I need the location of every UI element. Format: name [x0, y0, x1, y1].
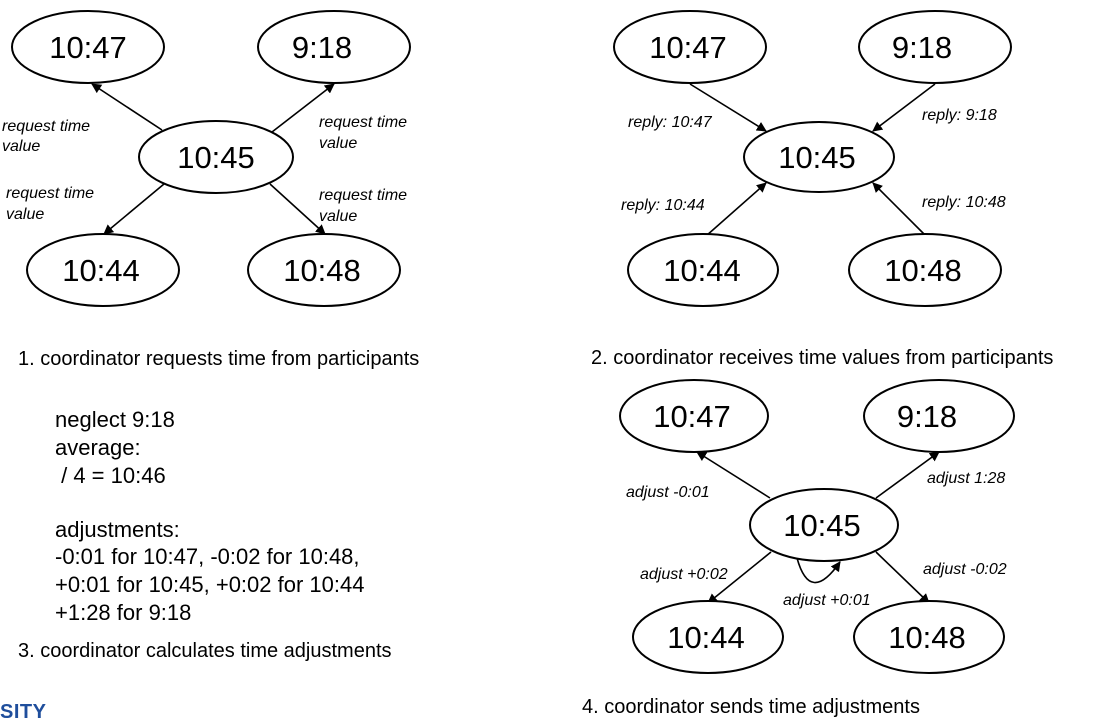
p4-arrow-to-top-left — [696, 451, 771, 499]
p1-label-top-right-l2: value — [319, 135, 357, 152]
p2-node-top-left: 10:47 — [613, 10, 767, 84]
svg-text:10:45: 10:45 — [783, 508, 861, 543]
svg-text:10:47: 10:47 — [653, 399, 731, 434]
p2-label-bottom-right: reply: 10:48 — [922, 194, 1006, 211]
p4-edge-labels: adjust -0:01 adjust 1:28 adjust +0:02 ad… — [626, 470, 1007, 609]
svg-text:10:45: 10:45 — [778, 140, 856, 175]
calc-adjust-line-3: +1:28 for 9:18 — [55, 600, 192, 625]
p1-label-top-right-l1: request time — [319, 114, 407, 131]
panel-2: 10:47 9:18 10:45 10:44 10:48 reply: 10:4… — [613, 10, 1012, 307]
p1-edge-labels: request time value request time value re… — [2, 114, 407, 225]
p4-label-bottom-right: adjust -0:02 — [923, 561, 1007, 578]
calc-adjust-line-1: -0:01 for 10:47, -0:02 for 10:48, — [55, 544, 360, 569]
p4-self-loop-arrow — [796, 557, 841, 584]
svg-text:10:44: 10:44 — [663, 253, 741, 288]
calc-adjustments-label: adjustments: — [55, 517, 180, 542]
p4-node-top-right: 9:18 — [863, 379, 1015, 453]
p4-arrow-to-bottom-left — [707, 551, 772, 604]
svg-text:10:47: 10:47 — [649, 30, 727, 65]
svg-text:9:18: 9:18 — [897, 399, 957, 434]
p2-arrows — [689, 83, 936, 237]
p1-node-center: 10:45 — [138, 120, 294, 194]
p1-node-top-left: 10:47 — [11, 10, 165, 84]
p2-label-top-right: reply: 9:18 — [922, 107, 997, 124]
p4-node-top-left: 10:47 — [619, 379, 769, 453]
p2-edge-labels: reply: 10:47 reply: 9:18 reply: 10:44 re… — [621, 107, 1006, 214]
p2-node-bottom-left: 10:44 — [627, 233, 779, 307]
svg-text:10:48: 10:48 — [888, 620, 966, 655]
p1-label-top-left-l1: request time — [2, 118, 90, 135]
caption-panel-4: 4. coordinator sends time adjustments — [582, 696, 920, 718]
p1-node-bottom-left: 10:44 — [26, 233, 180, 307]
p2-arrow-from-top-right — [872, 83, 936, 132]
svg-text:10:44: 10:44 — [667, 620, 745, 655]
p1-arrow-to-top-left — [91, 83, 163, 131]
p4-arrows — [696, 451, 940, 604]
p4-node-bottom-right: 10:48 — [853, 600, 1005, 674]
p1-label-bottom-left-l1: request time — [6, 185, 94, 202]
svg-text:9:18: 9:18 — [892, 30, 952, 65]
p4-label-self: adjust +0:01 — [783, 592, 871, 609]
p2-arrow-from-top-left — [689, 83, 767, 132]
p1-node-top-right: 9:18 — [257, 10, 411, 84]
p1-node-bottom-right: 10:48 — [247, 233, 401, 307]
p2-label-top-left: reply: 10:47 — [628, 114, 713, 131]
footer-logo-fragment: SITY — [0, 701, 47, 723]
p4-node-center: 10:45 — [749, 488, 899, 562]
p2-arrow-from-bottom-right — [872, 182, 927, 237]
svg-text:10:48: 10:48 — [283, 253, 361, 288]
p4-label-top-left: adjust -0:01 — [626, 484, 710, 501]
p1-arrow-to-top-right — [271, 83, 335, 133]
p4-arrow-to-top-right — [875, 451, 940, 499]
panel-1: 10:47 9:18 10:45 10:44 10:48 request tim… — [2, 10, 411, 307]
caption-panel-3: 3. coordinator calculates time adjustmen… — [18, 640, 392, 662]
calc-average-label: average: — [55, 435, 141, 460]
p1-arrows — [91, 83, 335, 235]
calc-neglect: neglect 9:18 — [55, 407, 175, 432]
p1-label-bottom-left-l2: value — [6, 206, 44, 223]
svg-text:10:47: 10:47 — [49, 30, 127, 65]
svg-text:10:44: 10:44 — [62, 253, 140, 288]
p1-label-bottom-right-l2: value — [319, 208, 357, 225]
caption-panel-1: 1. coordinator requests time from partic… — [18, 348, 420, 370]
svg-text:10:48: 10:48 — [884, 253, 962, 288]
p4-node-bottom-left: 10:44 — [632, 600, 784, 674]
caption-panel-2: 2. coordinator receives time values from… — [591, 347, 1054, 369]
panel-4: 10:47 9:18 10:45 10:44 10:48 adjust -0:0… — [619, 379, 1015, 674]
p2-node-center: 10:45 — [743, 121, 895, 193]
p2-arrow-from-bottom-left — [705, 182, 767, 237]
p1-label-top-left-l2: value — [2, 138, 40, 155]
p1-arrow-to-bottom-left — [103, 183, 165, 235]
calc-adjust-line-2: +0:01 for 10:45, +0:02 for 10:44 — [55, 572, 365, 597]
p1-label-bottom-right-l1: request time — [319, 187, 407, 204]
calc-average-result: / 4 = 10:46 — [55, 463, 166, 488]
p4-label-top-right: adjust 1:28 — [927, 470, 1005, 487]
p2-label-bottom-left: reply: 10:44 — [621, 197, 705, 214]
p4-label-bottom-left: adjust +0:02 — [640, 566, 728, 583]
svg-text:10:45: 10:45 — [177, 140, 255, 175]
p1-arrow-to-bottom-right — [269, 183, 326, 235]
svg-text:9:18: 9:18 — [292, 30, 352, 65]
p2-node-top-right: 9:18 — [858, 10, 1012, 84]
p4-arrow-to-bottom-right — [875, 551, 930, 604]
p2-node-bottom-right: 10:48 — [848, 233, 1002, 307]
